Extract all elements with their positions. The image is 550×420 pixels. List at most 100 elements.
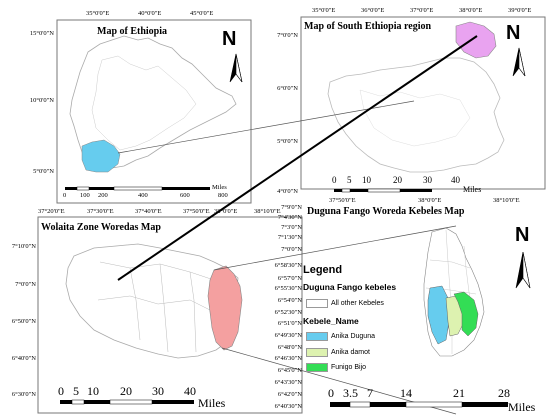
wolaita-left-tick: 7°0'0"N — [15, 281, 36, 288]
wolaita-top-tick: 37°40'0"E — [135, 208, 162, 215]
ethiopia-left-tick: 10°0'0"N — [29, 97, 54, 104]
ethiopia-title: Map of Ethiopia — [97, 26, 168, 37]
duguna-scale-label: 28 — [498, 386, 510, 400]
legend-swatch-other — [306, 299, 328, 308]
duguna-left-tick: 6°49'30"N — [274, 332, 302, 339]
duguna-scale-label: 7 — [367, 386, 373, 400]
wolaita-scale-label: 10 — [87, 384, 99, 398]
south-top-tick: 39°0'0"E — [508, 7, 532, 14]
south-scale-label: 20 — [393, 175, 402, 185]
south-top-tick: 37°0'0"E — [410, 7, 434, 14]
duguna-left-tick: 6°51'0"N — [277, 320, 302, 327]
scale-bar-ethiopia — [65, 186, 210, 191]
wolaita-scale-label: 0 — [58, 384, 64, 398]
ethiopia-scale-label: 400 — [138, 192, 148, 199]
ethiopia-north-label: N — [222, 28, 237, 50]
legend-field: Kebele_Name — [303, 316, 359, 326]
legend-item-label: Funigo Bijo — [331, 364, 367, 371]
duguna-left-tick: 6°42'0"N — [277, 391, 302, 398]
ethiopia-internal-borders — [91, 55, 197, 151]
legend-item-label: Anika damot — [331, 349, 370, 356]
wolaita-scale-label: 5 — [73, 384, 79, 398]
legend-swatch — [306, 332, 328, 341]
wolaita-left-tick: 6°30'0"N — [11, 391, 36, 398]
south-scale-label: 5 — [347, 175, 352, 185]
duguna-left-tick: 6°40'30"N — [274, 403, 302, 410]
legend-group: Duguna Fango kebeles — [303, 282, 397, 292]
duguna-scale-label: 3.5 — [343, 386, 358, 400]
wolaita-left-tick: 6°40'0"N — [11, 355, 36, 362]
ethiopia-highlight-region — [81, 139, 121, 173]
wolaita-highlight-woreda — [207, 265, 243, 351]
ethiopia-left-tick: 15°0'0"N — [29, 30, 54, 37]
wolaita-scale-unit: Miles — [198, 396, 226, 410]
duguna-scale-unit: Miles — [508, 400, 536, 414]
duguna-top-tick: 38°0'0"E — [418, 197, 442, 204]
south-outline — [327, 57, 505, 173]
south-north-label: N — [506, 22, 521, 44]
south-left-tick: 4°0'0"N — [277, 188, 298, 195]
duguna-left-tick: 6°52'30"N — [274, 309, 302, 316]
duguna-left-tick: 6°58'30"N — [274, 262, 302, 269]
ethiopia-scale-unit: Miles — [212, 184, 227, 191]
duguna-left-tick: 6°48'0"N — [277, 344, 302, 351]
north-arrow-ethiopia-icon — [229, 53, 243, 83]
duguna-left-tick: 6°55'30"N — [274, 285, 302, 292]
duguna-title: Duguna Fango Woreda Kebeles Map — [307, 206, 465, 217]
wolaita-scale-label: 20 — [120, 384, 132, 398]
ethiopia-scale-label: 200 — [98, 192, 108, 199]
ethiopia-top-tick: 35°0'0"E — [86, 10, 110, 17]
wolaita-title: Wolaita Zone Woredas Map — [41, 222, 161, 233]
duguna-left-tick: 6°54'0"N — [277, 297, 302, 304]
wolaita-scale-label: 30 — [152, 384, 164, 398]
wolaita-woreda-borders — [97, 261, 215, 353]
ethiopia-left-tick: 5°0'0"N — [33, 168, 54, 175]
ethiopia-scale-label: 800 — [218, 192, 228, 199]
legend-swatch — [306, 348, 328, 357]
scale-bar-duguna — [330, 401, 508, 408]
south-internal-borders — [359, 89, 471, 147]
duguna-anika-duguna — [427, 285, 451, 345]
ethiopia-top-tick: 40°0'0"E — [138, 10, 162, 17]
duguna-left-tick: 6°46'30"N — [274, 355, 302, 362]
south-scale-label: 10 — [362, 175, 371, 185]
north-arrow-south-icon — [512, 47, 526, 77]
duguna-north-label: N — [515, 224, 530, 246]
south-scale-label: 40 — [451, 175, 460, 185]
wolaita-top-tick: 37°30'0"E — [87, 208, 114, 215]
duguna-left-tick: 7°0'0"N — [281, 246, 302, 253]
ethiopia-outline — [69, 35, 237, 169]
duguna-left-tick: 6°57'0"N — [277, 275, 302, 282]
south-left-tick: 7°0'0"N — [277, 32, 298, 39]
ethiopia-top-tick: 45°0'0"E — [190, 10, 214, 17]
duguna-left-tick: 6°43'30"N — [274, 379, 302, 386]
wolaita-left-tick: 6°50'0"N — [11, 318, 36, 325]
duguna-left-tick: 7°3'0"N — [281, 224, 302, 231]
connector-ethiopia-south — [117, 100, 415, 154]
duguna-top-tick: 38°10'0"E — [493, 197, 520, 204]
scale-bar-wolaita — [60, 399, 194, 405]
duguna-scale-label: 0 — [328, 386, 334, 400]
wolaita-scale-label: 40 — [184, 384, 196, 398]
north-arrow-duguna-icon — [515, 251, 531, 289]
duguna-left-tick: 7°9'0"N — [281, 204, 302, 211]
wolaita-top-tick: 37°50'0"E — [183, 208, 210, 215]
connector-wolaita-duguna-top — [213, 225, 457, 271]
south-top-tick: 38°0'0"E — [459, 7, 483, 14]
ethiopia-scale-label: 600 — [180, 192, 190, 199]
duguna-left-tick: 7°4'30"N — [277, 214, 302, 221]
duguna-scale-label: 21 — [453, 386, 465, 400]
wolaita-top-tick: 38°10'0"E — [254, 208, 281, 215]
legend-item-label: Anika Duguna — [331, 333, 375, 340]
south-scale-label: 0 — [332, 175, 337, 185]
duguna-left-tick: 7°1'30"N — [277, 234, 302, 241]
legend-other-label: All other Kebeles — [331, 300, 384, 307]
wolaita-left-tick: 7°10'0"N — [11, 243, 36, 250]
south-title: Map of South Ethiopia region — [304, 21, 432, 32]
south-top-tick: 36°0'0"E — [361, 7, 385, 14]
duguna-scale-label: 14 — [400, 386, 412, 400]
connector-south-wolaita — [117, 35, 478, 281]
duguna-left-tick: 6°45'0"N — [277, 367, 302, 374]
scale-bar-south — [334, 188, 432, 193]
